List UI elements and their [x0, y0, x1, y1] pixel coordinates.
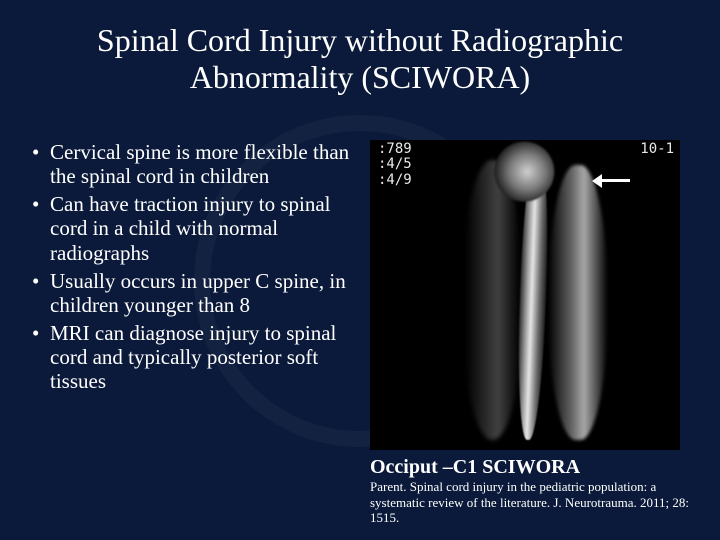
annotation-arrow — [592, 174, 632, 188]
scan-overlay-top-right: 10-1 — [640, 142, 674, 157]
bullet-item: Cervical spine is more flexible than the… — [30, 140, 360, 188]
bullet-item: Can have traction injury to spinal cord … — [30, 192, 360, 264]
bullet-item: MRI can diagnose injury to spinal cord a… — [30, 321, 360, 393]
mri-anterior-tissue — [465, 160, 520, 440]
mri-spine-column — [515, 150, 551, 441]
slide-title: Spinal Cord Injury without Radiographic … — [0, 22, 720, 96]
mri-image: :789 :4/5 :4/9 10-1 — [370, 140, 680, 450]
slide: Spinal Cord Injury without Radiographic … — [0, 0, 720, 540]
image-caption: Occiput –C1 SCIWORA — [370, 456, 700, 479]
mri-posterior-tissue — [548, 165, 608, 440]
bullet-item: Usually occurs in upper C spine, in chil… — [30, 269, 360, 317]
bullet-list: Cervical spine is more flexible than the… — [30, 140, 360, 397]
citation-text: Parent. Spinal cord injury in the pediat… — [370, 479, 705, 526]
scan-overlay-top-left: :789 :4/5 :4/9 — [378, 142, 412, 188]
